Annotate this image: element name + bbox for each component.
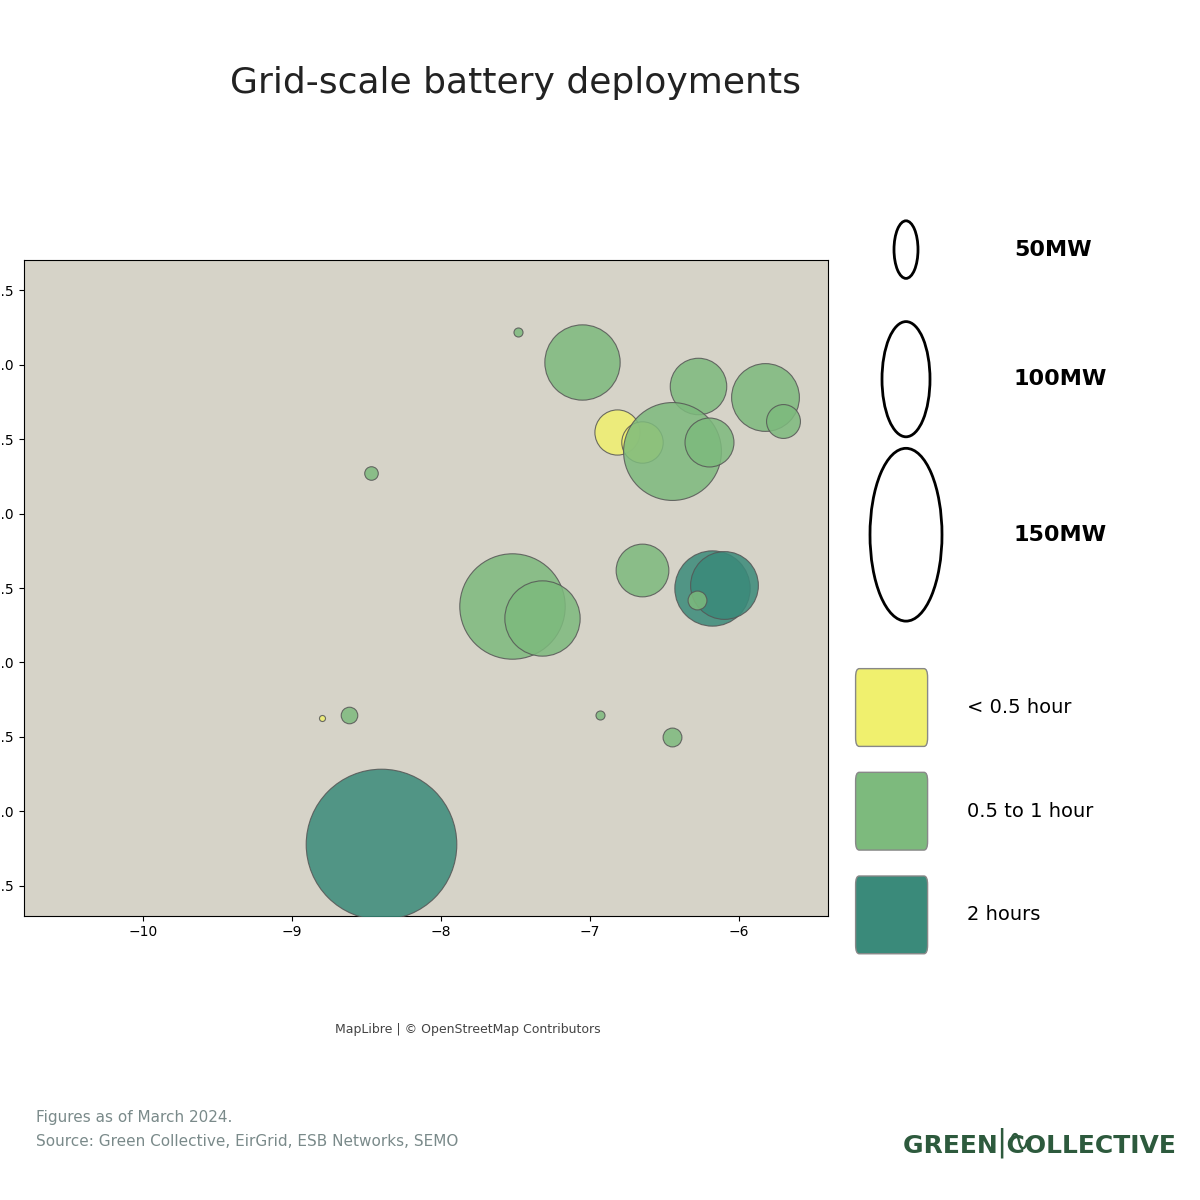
Text: Grid-scale battery deployments: Grid-scale battery deployments xyxy=(230,66,802,100)
Point xyxy=(688,590,707,610)
Point xyxy=(662,442,682,461)
Point xyxy=(632,432,652,451)
Point xyxy=(689,376,708,395)
Point xyxy=(632,560,652,580)
Text: < 0.5 hour: < 0.5 hour xyxy=(967,698,1072,718)
Point xyxy=(700,432,719,451)
Point xyxy=(312,708,331,727)
FancyBboxPatch shape xyxy=(856,668,928,746)
Point xyxy=(372,834,391,853)
Point xyxy=(607,422,626,442)
Point xyxy=(756,388,775,407)
Text: 0.5 to 1 hour: 0.5 to 1 hour xyxy=(967,802,1093,821)
Text: 100MW: 100MW xyxy=(1014,370,1108,389)
Point xyxy=(702,578,721,598)
Point xyxy=(572,352,592,371)
Point xyxy=(774,412,793,431)
Text: Figures as of March 2024.: Figures as of March 2024. xyxy=(36,1110,233,1126)
Point xyxy=(338,704,358,724)
Point xyxy=(533,608,552,628)
Text: 150MW: 150MW xyxy=(1014,524,1108,545)
Point xyxy=(714,576,733,595)
Text: MapLibre | © OpenStreetMap Contributors: MapLibre | © OpenStreetMap Contributors xyxy=(335,1022,601,1036)
Text: |∿: |∿ xyxy=(996,1128,1032,1158)
Text: 50MW: 50MW xyxy=(1014,240,1092,259)
Point xyxy=(590,704,610,724)
Point xyxy=(503,596,522,616)
Point xyxy=(361,463,380,482)
Text: Source: Green Collective, EirGrid, ESB Networks, SEMO: Source: Green Collective, EirGrid, ESB N… xyxy=(36,1134,458,1150)
FancyBboxPatch shape xyxy=(856,876,928,954)
Point xyxy=(662,727,682,746)
FancyBboxPatch shape xyxy=(856,773,928,850)
FancyBboxPatch shape xyxy=(206,1007,730,1051)
Text: GREEN COLLECTIVE: GREEN COLLECTIVE xyxy=(904,1134,1176,1158)
Text: 2 hours: 2 hours xyxy=(967,905,1040,924)
Point xyxy=(509,323,528,342)
